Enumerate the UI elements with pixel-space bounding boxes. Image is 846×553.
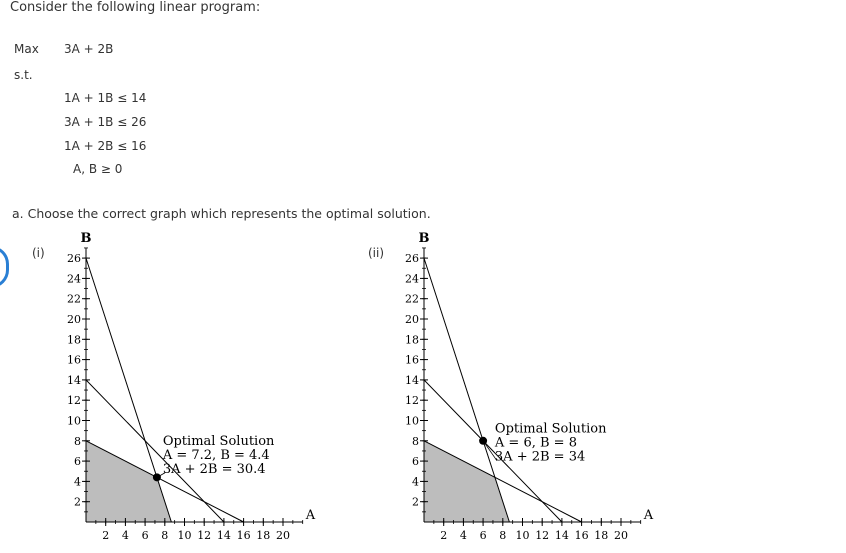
x-tick-label: 14 <box>217 529 231 542</box>
x-axis-label: A <box>305 508 316 523</box>
constraint-1: 1A + 1B ≤ 14 <box>64 91 147 105</box>
x-tick-label: 12 <box>197 529 211 542</box>
y-tick-label: 6 <box>74 455 81 468</box>
constraint-line-2 <box>423 257 510 523</box>
y-tick-label: 18 <box>67 333 81 346</box>
x-tick-label: 12 <box>535 529 549 542</box>
problem-intro: Consider the following linear program: <box>10 0 261 15</box>
annotation-line-2: A = 6, B = 8 <box>494 436 577 451</box>
constraint-line-3 <box>423 440 582 523</box>
constraint-3: 1A + 2B ≤ 16 <box>64 139 147 153</box>
nonnegativity-constraint: A, B ≥ 0 <box>73 162 123 176</box>
constraint-line-3 <box>85 440 244 523</box>
graph-option-i[interactable]: 2 4 6 8 10 12 14 16 18 202468101214161820222426AB… <box>60 231 380 553</box>
y-axis-label: B <box>419 231 430 246</box>
y-tick-label: 2 <box>74 496 81 509</box>
y-tick-label: 16 <box>67 354 81 367</box>
subject-to-label: s.t. <box>14 68 33 82</box>
x-axis-label: A <box>643 508 654 523</box>
y-tick-label: 4 <box>74 475 81 488</box>
y-tick-label: 8 <box>74 435 81 448</box>
y-tick-label: 12 <box>67 394 81 407</box>
y-tick-label: 26 <box>67 252 81 265</box>
x-tick-label: 16 <box>575 529 589 542</box>
x-tick-label: 4 <box>460 529 467 542</box>
x-tick-label: 4 <box>122 529 129 542</box>
constraint-line-1 <box>423 379 563 523</box>
x-tick-label: 14 <box>555 529 569 542</box>
x-tick-label: 20 <box>614 529 628 542</box>
y-tick-label: 22 <box>405 293 419 306</box>
feasible-region <box>86 440 172 522</box>
y-tick-label: 24 <box>67 272 81 285</box>
annotation-line-2: A = 7.2, B = 4.4 <box>162 448 270 463</box>
y-tick-label: 18 <box>405 333 419 346</box>
x-tick-label: 20 <box>276 529 290 542</box>
y-tick-label: 2 <box>412 496 419 509</box>
optimal-point <box>479 436 488 445</box>
x-tick-label: 8 <box>161 529 168 542</box>
x-tick-label: 18 <box>256 529 270 542</box>
y-tick-label: 24 <box>405 272 419 285</box>
x-tick-label: 8 <box>499 529 506 542</box>
graph-option-ii[interactable]: 2 4 6 8 10 12 14 16 18 202468101214161820222426AB… <box>398 231 718 553</box>
x-tick-label: 2 <box>440 529 447 542</box>
x-tick-label: 10 <box>516 529 530 542</box>
max-label: Max <box>14 42 39 56</box>
annotation-line-3: 3A + 2B = 34 <box>495 450 585 465</box>
y-tick-label: 14 <box>405 374 419 387</box>
x-tick-label: 18 <box>594 529 608 542</box>
option-i-label[interactable]: (i) <box>32 246 45 260</box>
x-tick-label: 16 <box>237 529 251 542</box>
optimal-point <box>152 473 161 482</box>
x-tick-label: 6 <box>480 529 487 542</box>
annotation-line-3: 3A + 2B = 30.4 <box>163 462 266 477</box>
option-ii-label[interactable]: (ii) <box>368 246 385 260</box>
y-tick-label: 26 <box>405 252 419 265</box>
y-axis-label: B <box>81 231 92 246</box>
y-tick-label: 8 <box>412 435 419 448</box>
question-text: a. Choose the correct graph which repres… <box>12 206 431 221</box>
annotation-line-1: Optimal Solution <box>495 422 607 437</box>
y-tick-label: 14 <box>67 374 81 387</box>
option-i-radio[interactable] <box>0 246 9 288</box>
constraint-2: 3A + 1B ≤ 26 <box>64 115 147 129</box>
x-tick-label: 2 <box>102 529 109 542</box>
y-tick-label: 22 <box>67 293 81 306</box>
annotation-leader <box>482 440 498 461</box>
constraint-line-1 <box>85 379 225 523</box>
y-tick-label: 16 <box>405 354 419 367</box>
y-tick-label: 6 <box>412 455 419 468</box>
feasible-region <box>424 440 510 522</box>
objective-function: 3A + 2B <box>64 42 114 56</box>
x-tick-label: 10 <box>178 529 192 542</box>
annotation-line-1: Optimal Solution <box>163 434 275 449</box>
y-tick-label: 10 <box>67 415 81 428</box>
y-tick-label: 20 <box>405 313 419 326</box>
y-tick-label: 12 <box>405 394 419 407</box>
y-tick-label: 20 <box>67 313 81 326</box>
y-tick-label: 4 <box>412 475 419 488</box>
y-tick-label: 10 <box>405 415 419 428</box>
x-tick-label: 6 <box>142 529 149 542</box>
